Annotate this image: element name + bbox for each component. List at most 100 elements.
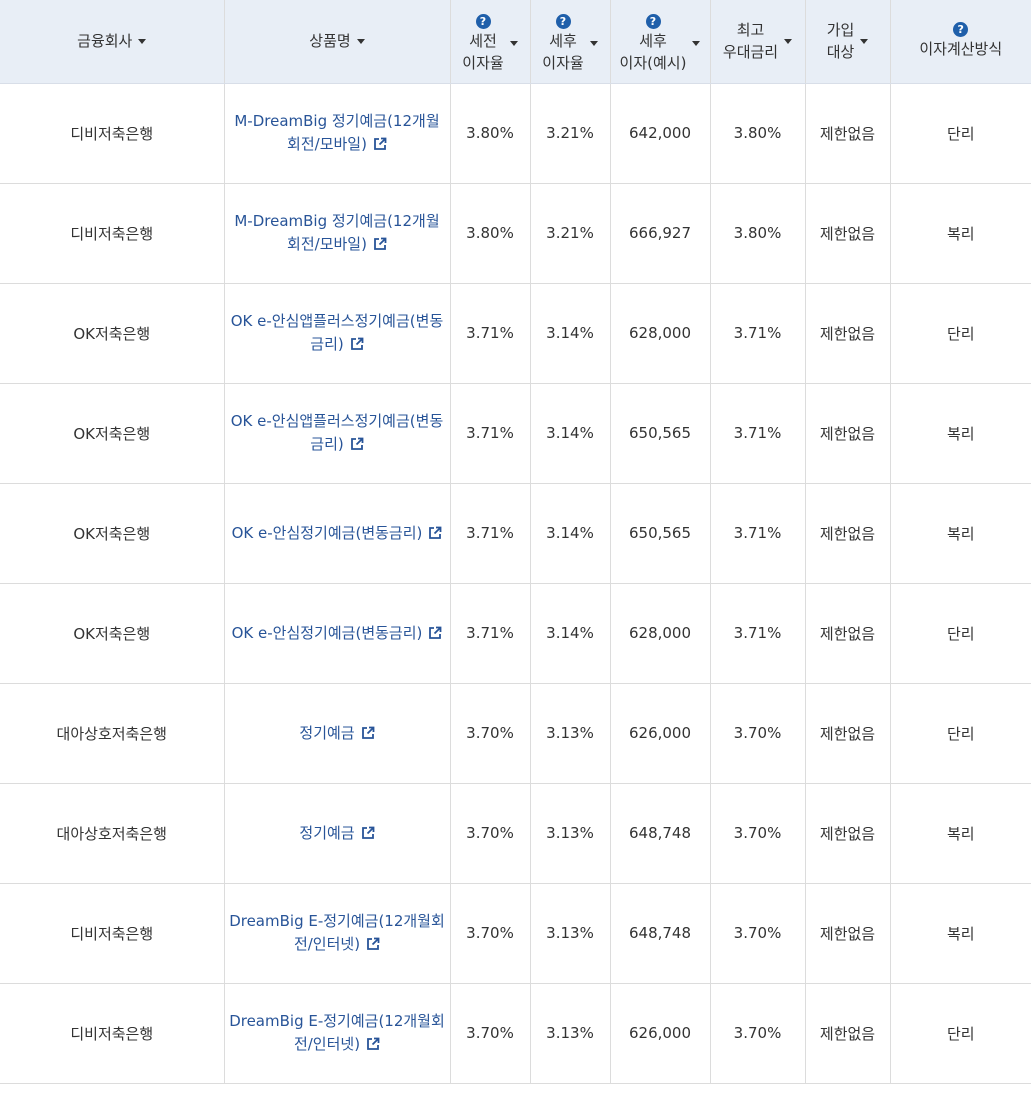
product-link[interactable]: 정기예금 bbox=[299, 723, 355, 742]
table-row: OK저축은행 OK e-안심정기예금(변동금리) 3.71% 3.14% 650,565… bbox=[0, 483, 1031, 584]
external-link-icon[interactable] bbox=[350, 337, 364, 351]
cell-calc-method: 단리 bbox=[890, 83, 1031, 184]
cell-calc-method: 단리 bbox=[890, 283, 1031, 384]
cell-post-tax-rate: 3.13% bbox=[530, 883, 611, 984]
cell-company: 디비저축은행 bbox=[0, 883, 225, 984]
cell-product[interactable]: 정기예금 bbox=[224, 683, 451, 784]
cell-calc-method: 복리 bbox=[890, 383, 1031, 484]
external-link-icon[interactable] bbox=[428, 626, 442, 640]
cell-post-tax-rate: 3.13% bbox=[530, 783, 611, 884]
external-link-icon[interactable] bbox=[428, 526, 442, 540]
product-link[interactable]: M-DreamBig 정기예금(12개월회전/모바일) bbox=[234, 212, 440, 253]
caret-down-icon[interactable] bbox=[509, 41, 518, 47]
cell-product[interactable]: 정기예금 bbox=[224, 783, 451, 884]
table-row: 디비저축은행 DreamBig E-정기예금(12개월회전/인터넷) 3.70% 3.… bbox=[0, 983, 1031, 1084]
cell-post-tax-rate: 3.21% bbox=[530, 183, 611, 284]
cell-company: 디비저축은행 bbox=[0, 83, 225, 184]
cell-eligibility: 제한없음 bbox=[805, 83, 891, 184]
cell-pre-tax-rate: 3.70% bbox=[450, 983, 531, 1084]
external-link-icon[interactable] bbox=[373, 237, 387, 251]
product-link[interactable]: OK e-안심정기예금(변동금리) bbox=[231, 523, 423, 542]
external-link-icon[interactable] bbox=[361, 826, 375, 840]
caret-down-icon[interactable] bbox=[589, 41, 598, 47]
product-link[interactable]: OK e-안심앱플러스정기예금(변동금리) bbox=[230, 312, 444, 353]
caret-down-icon[interactable] bbox=[356, 38, 365, 44]
cell-product[interactable]: OK e-안심정기예금(변동금리) bbox=[224, 583, 451, 684]
caret-down-icon[interactable] bbox=[138, 38, 147, 44]
col-header-post-tax-interest[interactable]: ? 세후 이자(예시) bbox=[610, 0, 711, 84]
question-circle-icon[interactable]: ? bbox=[475, 13, 491, 29]
col-header-pre-tax-rate[interactable]: ? 세전 이자율 bbox=[450, 0, 531, 84]
cell-eligibility: 제한없음 bbox=[805, 783, 891, 884]
cell-calc-method: 복리 bbox=[890, 183, 1031, 284]
table-row: 디비저축은행 M-DreamBig 정기예금(12개월회전/모바일) 3.80% 3.… bbox=[0, 183, 1031, 284]
cell-product[interactable]: M-DreamBig 정기예금(12개월회전/모바일) bbox=[224, 183, 451, 284]
cell-post-tax-rate: 3.14% bbox=[530, 283, 611, 384]
header-pre-tax-line2: 이자율 bbox=[462, 53, 504, 72]
cell-post-tax-interest: 650,565 bbox=[610, 483, 711, 584]
cell-max-rate: 3.71% bbox=[710, 583, 806, 684]
cell-company: 대아상호저축은행 bbox=[0, 683, 225, 784]
cell-company: 대아상호저축은행 bbox=[0, 783, 225, 884]
table-row: 디비저축은행 DreamBig E-정기예금(12개월회전/인터넷) 3.70% 3.… bbox=[0, 883, 1031, 984]
external-link-icon[interactable] bbox=[366, 937, 380, 951]
header-post-tax-line1: 세후 bbox=[549, 31, 577, 50]
question-circle-icon[interactable]: ? bbox=[645, 13, 661, 29]
external-link-icon[interactable] bbox=[366, 1037, 380, 1051]
cell-post-tax-rate: 3.13% bbox=[530, 683, 611, 784]
cell-product[interactable]: M-DreamBig 정기예금(12개월회전/모바일) bbox=[224, 83, 451, 184]
col-header-company[interactable]: 금융회사 bbox=[0, 0, 225, 84]
header-calc-label: 이자계산방식 bbox=[919, 40, 1003, 59]
cell-eligibility: 제한없음 bbox=[805, 483, 891, 584]
cell-post-tax-interest: 648,748 bbox=[610, 783, 711, 884]
product-link[interactable]: OK e-안심정기예금(변동금리) bbox=[231, 623, 423, 642]
col-header-max-rate[interactable]: 최고 우대금리 bbox=[710, 0, 806, 84]
cell-company: OK저축은행 bbox=[0, 383, 225, 484]
cell-max-rate: 3.70% bbox=[710, 783, 806, 884]
external-link-icon[interactable] bbox=[350, 437, 364, 451]
caret-down-icon[interactable] bbox=[784, 38, 793, 44]
question-circle-icon[interactable]: ? bbox=[555, 13, 571, 29]
cell-max-rate: 3.70% bbox=[710, 683, 806, 784]
product-link[interactable]: 정기예금 bbox=[299, 823, 355, 842]
caret-down-icon[interactable] bbox=[692, 41, 701, 47]
product-link[interactable]: M-DreamBig 정기예금(12개월회전/모바일) bbox=[234, 112, 440, 153]
cell-product[interactable]: OK e-안심앱플러스정기예금(변동금리) bbox=[224, 383, 451, 484]
external-link-icon[interactable] bbox=[373, 137, 387, 151]
cell-post-tax-interest: 648,748 bbox=[610, 883, 711, 984]
cell-post-tax-rate: 3.14% bbox=[530, 483, 611, 584]
cell-pre-tax-rate: 3.80% bbox=[450, 83, 531, 184]
cell-product[interactable]: DreamBig E-정기예금(12개월회전/인터넷) bbox=[224, 983, 451, 1084]
header-elig-line1: 가입 bbox=[826, 21, 855, 40]
cell-post-tax-interest: 626,000 bbox=[610, 983, 711, 1084]
table-row: 대아상호저축은행 정기예금 3.70% 3.13% 626,000 3.70% 제한없음 단리 bbox=[0, 683, 1031, 784]
cell-max-rate: 3.80% bbox=[710, 83, 806, 184]
caret-down-icon[interactable] bbox=[860, 38, 869, 44]
cell-pre-tax-rate: 3.71% bbox=[450, 583, 531, 684]
header-product-label: 상품명 bbox=[309, 32, 351, 51]
header-post-tax-line2: 이자율 bbox=[542, 53, 584, 72]
col-header-post-tax-rate[interactable]: ? 세후 이자율 bbox=[530, 0, 611, 84]
product-link[interactable]: DreamBig E-정기예금(12개월회전/인터넷) bbox=[229, 912, 445, 953]
header-company-label: 금융회사 bbox=[77, 32, 133, 51]
header-max-line2: 우대금리 bbox=[722, 43, 779, 62]
cell-eligibility: 제한없음 bbox=[805, 683, 891, 784]
external-link-icon[interactable] bbox=[361, 726, 375, 740]
cell-product[interactable]: OK e-안심정기예금(변동금리) bbox=[224, 483, 451, 584]
cell-product[interactable]: OK e-안심앱플러스정기예금(변동금리) bbox=[224, 283, 451, 384]
cell-max-rate: 3.70% bbox=[710, 983, 806, 1084]
cell-pre-tax-rate: 3.70% bbox=[450, 783, 531, 884]
cell-eligibility: 제한없음 bbox=[805, 983, 891, 1084]
question-circle-icon[interactable]: ? bbox=[953, 22, 969, 38]
table-row: 디비저축은행 M-DreamBig 정기예금(12개월회전/모바일) 3.80% 3.… bbox=[0, 83, 1031, 184]
col-header-product[interactable]: 상품명 bbox=[224, 0, 451, 84]
table-row: OK저축은행 OK e-안심정기예금(변동금리) 3.71% 3.14% 628,000… bbox=[0, 583, 1031, 684]
product-link[interactable]: OK e-안심앱플러스정기예금(변동금리) bbox=[230, 412, 444, 453]
cell-calc-method: 복리 bbox=[890, 483, 1031, 584]
cell-pre-tax-rate: 3.70% bbox=[450, 883, 531, 984]
product-link[interactable]: DreamBig E-정기예금(12개월회전/인터넷) bbox=[229, 1012, 445, 1053]
table-row: OK저축은행 OK e-안심앱플러스정기예금(변동금리) 3.71% 3.14% 650… bbox=[0, 383, 1031, 484]
col-header-eligibility[interactable]: 가입 대상 bbox=[805, 0, 891, 84]
cell-product[interactable]: DreamBig E-정기예금(12개월회전/인터넷) bbox=[224, 883, 451, 984]
